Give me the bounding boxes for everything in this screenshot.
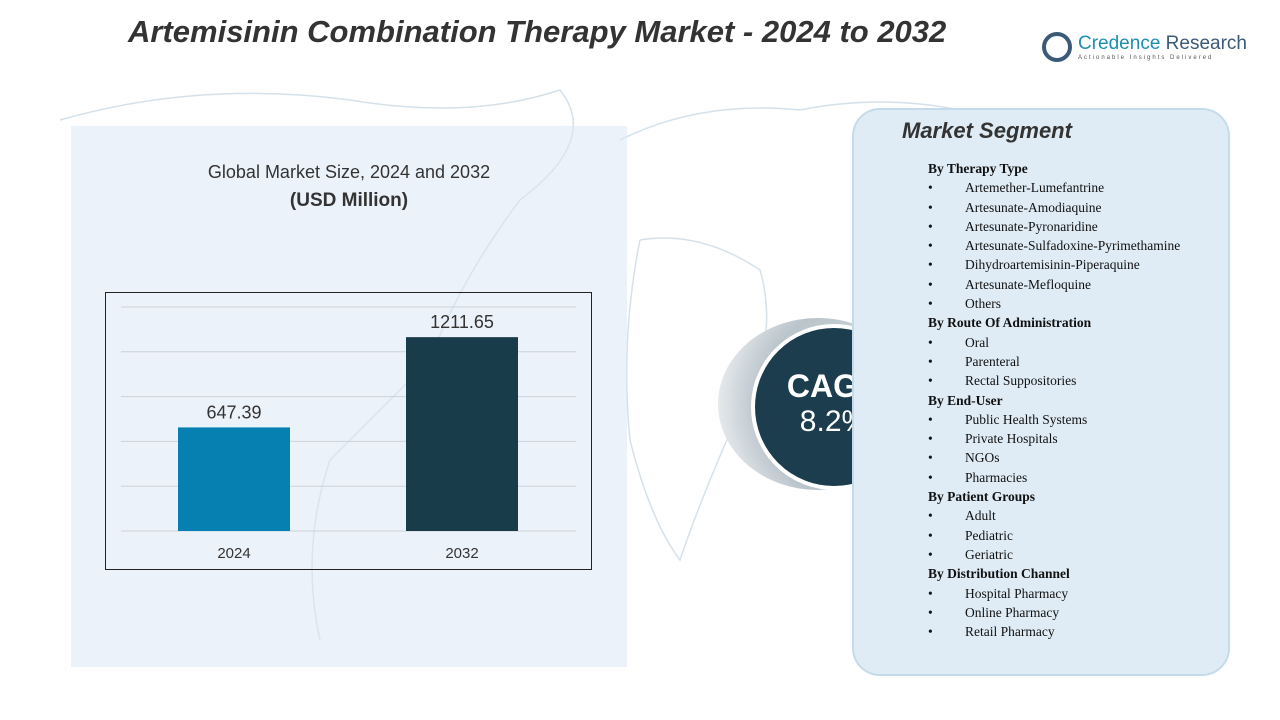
segment-item: Artesunate-Mefloquine <box>928 275 1180 295</box>
logo-name-2: Research <box>1160 33 1247 54</box>
bar-chart: 647.39 2024 1211.65 2032 <box>105 292 592 570</box>
chart-heading: Global Market Size, 2024 and 2032 <box>207 162 491 182</box>
segment-item: Pharmacies <box>928 468 1180 488</box>
segment-item: Retail Pharmacy <box>928 622 1180 642</box>
segment-item: Artesunate-Amodiaquine <box>928 198 1180 218</box>
credence-research-logo: Credence Research Actionable Insights De… <box>1042 32 1247 62</box>
segment-title: Market Segment <box>902 118 1072 143</box>
segment-category: By Distribution Channel <box>928 566 1070 582</box>
segment-item: Parenteral <box>928 352 1180 372</box>
segment-item: Hospital Pharmacy <box>928 584 1180 604</box>
bar-2032 <box>406 337 518 531</box>
segment-category: By Route Of Administration <box>928 315 1092 331</box>
segment-item: Private Hospitals <box>928 429 1180 449</box>
segment-category: By End-User <box>928 392 1003 408</box>
segment-item: Geriatric <box>928 545 1180 565</box>
segment-item: Dihydroartemisinin-Piperaquine <box>928 255 1180 275</box>
segment-item: Public Health Systems <box>928 410 1180 430</box>
logo-tagline: Actionable Insights Delivered <box>1078 55 1214 61</box>
segment-list: By Therapy TypeArtemether-LumefantrineAr… <box>928 159 1180 642</box>
segment-item: Others <box>928 294 1180 314</box>
bar-chart-svg: 647.39 2024 1211.65 2032 <box>121 306 576 562</box>
segment-item: Adult <box>928 506 1180 526</box>
logo-chart-icon <box>1042 32 1072 62</box>
segment-item: Artesunate-Sulfadoxine-Pyrimethamine <box>928 236 1180 256</box>
segment-category: By Therapy Type <box>928 161 1028 176</box>
segment-item: Online Pharmacy <box>928 603 1180 623</box>
page-title: Artemisinin Combination Therapy Market -… <box>128 14 947 49</box>
segment-item: Artesunate-Pyronaridine <box>928 217 1180 237</box>
chart-unit: (USD Million) <box>289 190 409 211</box>
segment-item: Rectal Suppositories <box>928 371 1180 391</box>
segment-item: Oral <box>928 333 1180 353</box>
logo-name: Credence <box>1078 33 1161 54</box>
data-label: 1211.65 <box>430 312 494 332</box>
segment-category: By Patient Groups <box>928 489 1036 505</box>
segment-item: Pediatric <box>928 526 1180 546</box>
market-segment-panel: Market Segment By Therapy Type Artemether… <box>852 108 1230 676</box>
data-label: 647.39 <box>206 402 261 422</box>
segment-item: Artemether-Lumefantrine <box>928 178 1180 198</box>
x-tick-label: 2032 <box>445 545 478 562</box>
x-tick-label: 2024 <box>217 545 250 562</box>
segment-item: NGOs <box>928 448 1180 468</box>
bar-2024 <box>178 427 290 531</box>
